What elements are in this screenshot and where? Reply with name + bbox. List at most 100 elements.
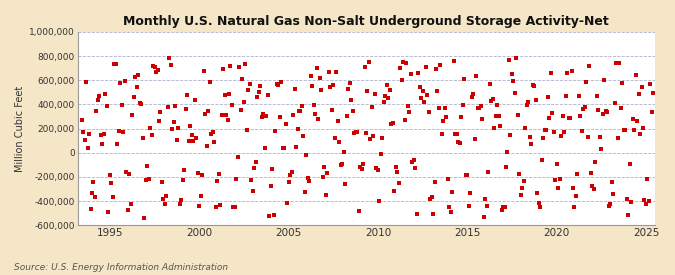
Point bbox=[323, 69, 334, 74]
Point bbox=[441, 115, 452, 119]
Point bbox=[398, 60, 408, 64]
Point bbox=[431, 67, 441, 72]
Point bbox=[364, 60, 375, 65]
Point bbox=[284, 180, 294, 184]
Point bbox=[533, 201, 544, 205]
Point bbox=[537, 158, 547, 162]
Point bbox=[207, 130, 218, 134]
Point bbox=[353, 208, 364, 213]
Point bbox=[362, 89, 373, 93]
Point bbox=[273, 83, 284, 87]
Point bbox=[222, 118, 233, 122]
Point bbox=[288, 112, 298, 117]
Point bbox=[615, 105, 626, 110]
Point bbox=[553, 186, 564, 190]
Point bbox=[100, 92, 111, 96]
Point bbox=[279, 146, 290, 150]
Point bbox=[469, 137, 480, 142]
Point bbox=[285, 173, 296, 178]
Point bbox=[342, 114, 352, 118]
Point bbox=[246, 178, 256, 182]
Point bbox=[610, 100, 620, 105]
Point bbox=[414, 85, 425, 90]
Point bbox=[452, 132, 462, 137]
Point bbox=[459, 77, 470, 81]
Point bbox=[580, 104, 591, 109]
Point bbox=[180, 107, 191, 111]
Point bbox=[605, 202, 616, 207]
Point bbox=[465, 191, 476, 195]
Point bbox=[487, 97, 498, 101]
Point bbox=[326, 108, 337, 112]
Point bbox=[328, 83, 339, 87]
Point bbox=[383, 96, 394, 100]
Point bbox=[85, 207, 96, 211]
Point bbox=[103, 210, 114, 214]
Point bbox=[349, 131, 360, 135]
Point bbox=[236, 108, 246, 112]
Point bbox=[249, 166, 260, 170]
Point bbox=[250, 160, 261, 164]
Point bbox=[437, 132, 448, 137]
Point bbox=[568, 186, 578, 191]
Point bbox=[385, 87, 396, 92]
Point bbox=[526, 142, 537, 147]
Point bbox=[94, 94, 105, 98]
Point bbox=[201, 144, 212, 148]
Point bbox=[202, 109, 213, 114]
Point bbox=[356, 167, 367, 171]
Point bbox=[520, 126, 531, 130]
Point bbox=[450, 131, 461, 136]
Y-axis label: Million Cubic Feet: Million Cubic Feet bbox=[15, 86, 25, 172]
Point bbox=[321, 193, 331, 197]
Point bbox=[352, 130, 362, 134]
Point bbox=[128, 95, 139, 99]
Point bbox=[405, 72, 416, 76]
Point bbox=[389, 188, 400, 193]
Point bbox=[499, 205, 510, 209]
Point bbox=[259, 145, 270, 150]
Point bbox=[572, 171, 583, 176]
Point bbox=[490, 114, 501, 118]
Title: Monthly U.S. Natural Gas Non-Salt Underground Storage Activity-Net: Monthly U.S. Natural Gas Non-Salt Underg… bbox=[124, 15, 609, 28]
Point bbox=[408, 158, 419, 163]
Point bbox=[136, 102, 146, 107]
Point bbox=[167, 127, 178, 131]
Point bbox=[396, 77, 407, 82]
Point bbox=[535, 205, 545, 209]
Point bbox=[466, 95, 477, 100]
Point bbox=[400, 118, 410, 122]
Point bbox=[428, 212, 439, 216]
Point bbox=[491, 103, 502, 107]
Point bbox=[504, 58, 514, 62]
Point bbox=[648, 91, 659, 96]
Point bbox=[340, 182, 350, 186]
Point bbox=[360, 131, 371, 135]
Point bbox=[268, 213, 279, 217]
Point bbox=[86, 191, 97, 195]
Point bbox=[587, 183, 598, 188]
Point bbox=[263, 93, 273, 97]
Point bbox=[301, 153, 312, 158]
Point bbox=[286, 170, 297, 174]
Point bbox=[337, 162, 348, 167]
Point bbox=[225, 64, 236, 68]
Point bbox=[623, 213, 634, 217]
Point bbox=[119, 79, 130, 83]
Point bbox=[477, 117, 487, 121]
Point bbox=[563, 116, 574, 121]
Point bbox=[593, 108, 603, 113]
Point bbox=[516, 193, 526, 197]
Point bbox=[511, 56, 522, 60]
Point bbox=[265, 184, 276, 189]
Point bbox=[562, 71, 572, 76]
Point bbox=[541, 128, 551, 132]
Point bbox=[489, 126, 500, 130]
Point bbox=[182, 92, 192, 97]
Point bbox=[420, 65, 431, 69]
Point bbox=[304, 179, 315, 183]
Point bbox=[237, 77, 248, 81]
Point bbox=[380, 94, 391, 98]
Point bbox=[264, 214, 275, 218]
Point bbox=[84, 131, 95, 136]
